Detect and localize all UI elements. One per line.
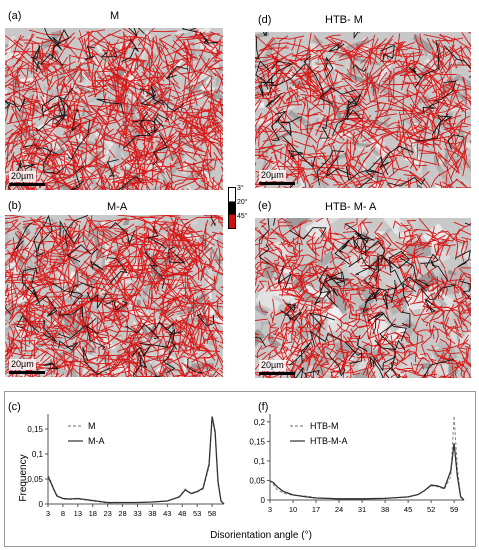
micrograph-m-a: 20µm [5,215,223,377]
chart-f-y-tick-label: 0,05 [249,476,265,485]
chart-f-x-tick-label: 52 [427,505,435,514]
chart-c-x-tick-label: 23 [103,509,111,518]
chart-c-x-tick-label: 53 [193,509,201,518]
panel-label-a: (a) [8,10,22,22]
chart-c-x-tick-label: 13 [74,509,82,518]
chart-f-series-htb-m [269,415,465,501]
chart-f-x-tick-label: 24 [335,505,343,514]
legend-label-45: 45° [237,213,248,220]
chart-f-x-tick-label: 10 [289,505,297,514]
scale-bar [9,371,45,374]
panel-title-d: HTB- M [325,14,363,26]
chart-f-y-tick-label: 0,15 [249,437,265,446]
chart-c-x-tick-label: 43 [163,509,171,518]
chart-c-x-tick-label: 58 [208,509,216,518]
panel-title-b: M-A [107,201,128,213]
chart-c-y-tick-label: 0,1 [32,450,44,459]
micrograph-m: 20µm [5,28,223,190]
chart-f-y-tick-label: 0 [261,496,266,505]
chart-c-x-tick-label: 38 [148,509,156,518]
chart-c-x-tick-label: 18 [89,509,97,518]
ebsd-map-m-a [5,215,223,377]
panel-label-e: (e) [258,200,272,212]
chart-c-x-tick-label: 8 [61,509,65,518]
chart-c-legend-label: M [88,421,96,431]
misorientation-legend [228,187,236,229]
scale-label: 20µm [259,170,286,181]
chart-f-x-tick-label: 31 [358,505,366,514]
scale-bar [9,183,45,186]
chart-f-x-tick-label: 45 [404,505,412,514]
chart-c-x-tick-label: 33 [133,509,141,518]
chart-f-series-htb-m-a [269,443,465,501]
panel-title-a: M [110,10,120,22]
scale-label: 20µm [9,359,36,370]
scale-bar [259,372,295,375]
chart-f-legend-label: HTB-M [310,421,339,431]
chart-f-x-tick-label: 38 [381,505,389,514]
y-axis-label: Frequency [18,454,29,501]
scale-label: 20µm [259,360,286,371]
ebsd-map-m [5,28,223,190]
chart-f-x-tick-label: 3 [268,505,272,514]
chart-c-x-tick-label: 48 [178,509,186,518]
scale-label: 20µm [9,171,36,182]
chart-c-legend-label: M-A [88,436,105,446]
micrograph-htb-m-a: 20µm [255,218,471,378]
charts-frame [4,391,476,547]
panel-label-f: (f) [258,401,268,413]
chart-c-y-tick-label: 0,15 [27,425,43,434]
legend-label-3: 3° [237,185,244,192]
chart-f-y-tick-label: 0,2 [254,418,266,427]
legend-label-20: 20° [237,199,248,206]
micrograph-htb-m: 20µm [255,32,471,188]
chart-c-x-tick-label: 28 [118,509,126,518]
chart-f-y-tick-label: 0,1 [254,457,266,466]
chart-c-y-tick-label: 0,05 [27,475,43,484]
panel-label-d: (d) [258,14,272,26]
ebsd-map-htb-m-a [255,218,471,378]
ebsd-map-htb-m [255,32,471,188]
panel-label-b: (b) [8,200,22,212]
chart-f-x-tick-label: 59 [450,505,458,514]
chart-f-x-tick-label: 17 [312,505,320,514]
chart-f-legend-label: HTB-M-A [310,436,348,446]
x-axis-label: Disorientation angle (°) [210,530,312,541]
panel-label-c: (c) [8,401,21,413]
chart-c-series-m-a [47,416,225,505]
chart-c-x-tick-label: 3 [46,509,50,518]
panel-title-e: HTB- M- A [325,201,377,213]
scale-bar [259,182,295,185]
chart-c-y-tick-label: 0 [39,500,44,509]
